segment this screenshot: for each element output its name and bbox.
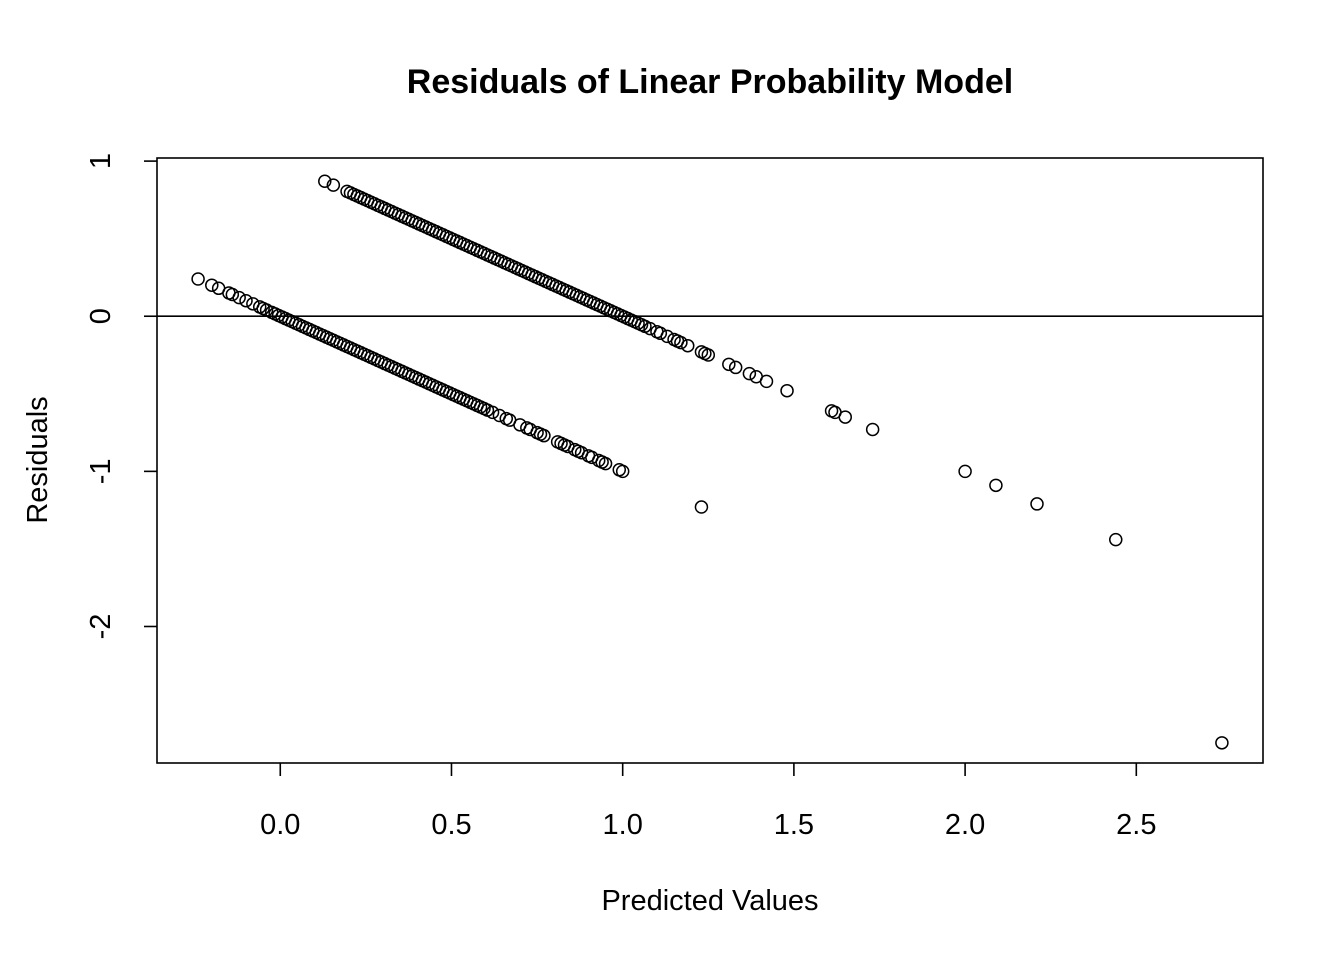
x-axis: 0.0 0.5 1.0 1.5 2.0 2.5 (260, 763, 1156, 841)
data-point (537, 428, 551, 443)
data-point (780, 383, 794, 398)
data-point (1215, 736, 1229, 750)
data-point (1030, 497, 1044, 511)
data-point (653, 326, 668, 341)
data-point (958, 464, 972, 479)
x-tick-label: 2.0 (945, 809, 985, 841)
y-tick-label: -2 (85, 614, 117, 640)
x-tick-label: 0.0 (260, 809, 300, 841)
data-point (722, 357, 736, 372)
data-point (728, 360, 743, 375)
data-point (838, 410, 853, 424)
data-point (759, 374, 774, 389)
data-point (318, 174, 332, 189)
data-point (326, 178, 341, 192)
y-axis: 1 0 -1 -2 (85, 153, 157, 639)
data-point (865, 422, 880, 437)
x-tick-label: 0.5 (431, 809, 471, 841)
data-point (1109, 532, 1123, 547)
data-point (485, 405, 500, 420)
data-point (615, 464, 630, 479)
data-point (232, 290, 246, 305)
data-point (742, 366, 757, 381)
data-point (694, 500, 709, 514)
data-point (989, 478, 1003, 493)
data-point (205, 278, 219, 292)
y-tick-label: -1 (85, 458, 117, 484)
data-point (598, 456, 613, 471)
data-point (680, 338, 695, 353)
y-tick-label: 1 (85, 153, 117, 169)
chart-title: Residuals of Linear Probability Model (407, 63, 1013, 101)
data-point (701, 348, 716, 362)
data-point (239, 293, 253, 308)
x-tick-label: 2.5 (1116, 809, 1156, 841)
x-tick-label: 1.0 (603, 809, 643, 841)
plot-frame (156, 157, 1264, 764)
x-axis-label: Predicted Values (601, 885, 818, 917)
data-point (191, 272, 205, 286)
data-point (225, 287, 240, 302)
y-tick-label: 0 (85, 308, 117, 324)
x-tick-label: 1.5 (774, 809, 814, 841)
y-axis-label: Residuals (22, 396, 54, 523)
data-point (674, 335, 688, 350)
data-points (191, 174, 1229, 750)
